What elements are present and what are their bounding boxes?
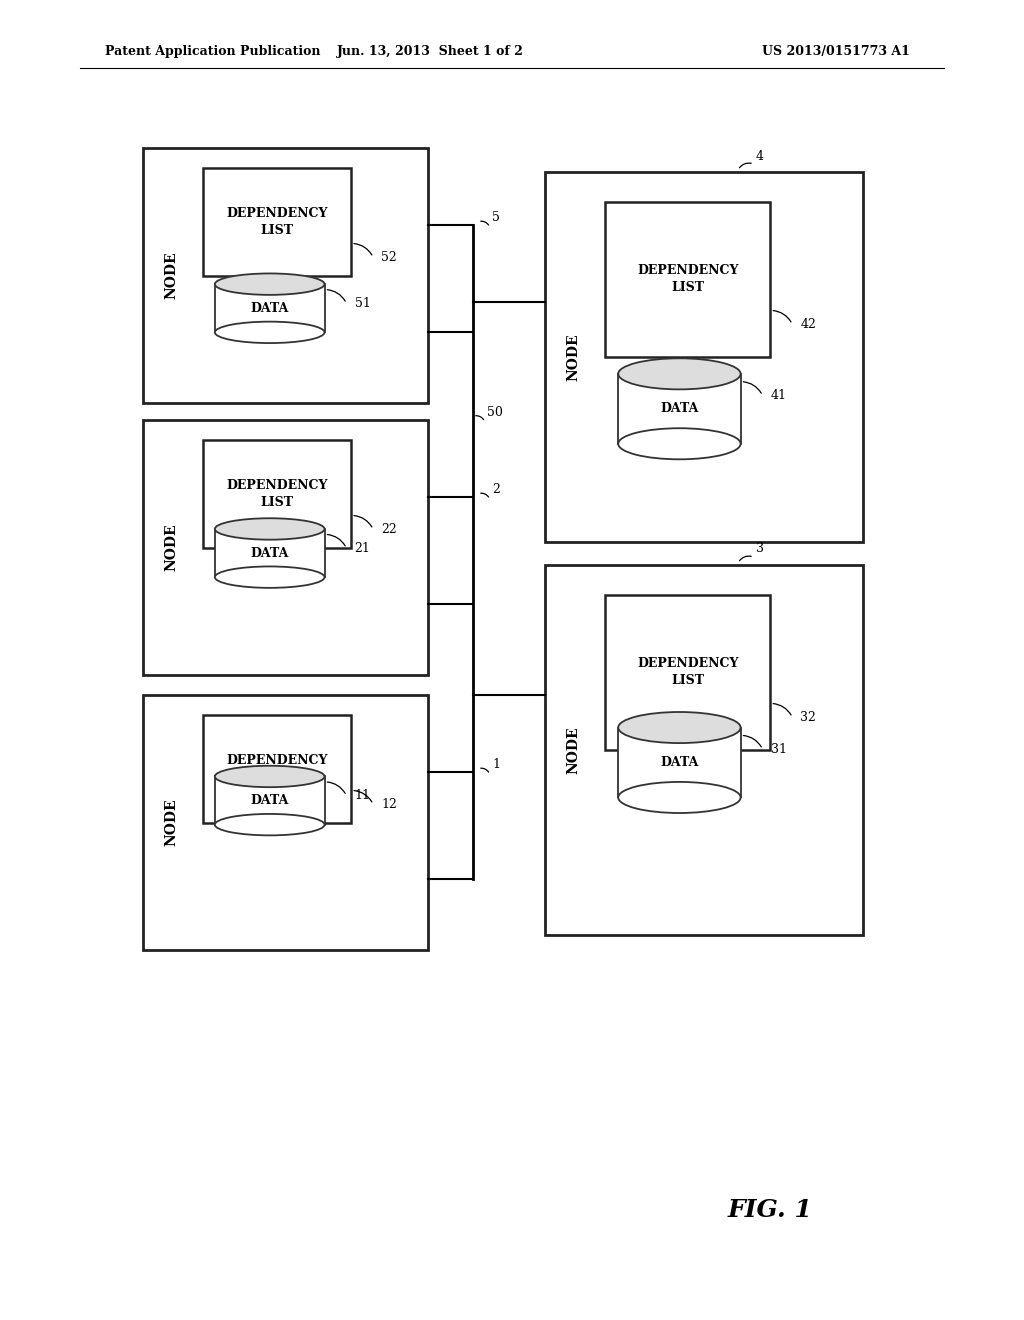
- Text: 4: 4: [756, 149, 764, 162]
- Ellipse shape: [215, 766, 325, 787]
- Text: 32: 32: [801, 711, 816, 723]
- Bar: [203, 715, 351, 822]
- Text: DEPENDENCY
LIST: DEPENDENCY LIST: [226, 479, 328, 510]
- Bar: [545, 565, 863, 935]
- Text: DEPENDENCY
LIST: DEPENDENCY LIST: [637, 264, 738, 294]
- Text: 22: 22: [381, 523, 397, 536]
- Text: DEPENDENCY
LIST: DEPENDENCY LIST: [637, 657, 738, 688]
- Text: DATA: DATA: [660, 403, 698, 416]
- Bar: [203, 441, 351, 548]
- Text: 3: 3: [756, 543, 764, 556]
- Bar: [605, 594, 770, 750]
- Text: NODE: NODE: [164, 799, 178, 846]
- Bar: [143, 420, 428, 675]
- Text: 2: 2: [492, 483, 500, 496]
- Text: DEPENDENCY
LIST: DEPENDENCY LIST: [226, 207, 328, 238]
- Text: DATA: DATA: [251, 795, 289, 807]
- Ellipse shape: [618, 358, 740, 389]
- Text: DEPENDENCY
LIST: DEPENDENCY LIST: [226, 754, 328, 784]
- Text: DATA: DATA: [251, 546, 289, 560]
- Text: 21: 21: [354, 541, 371, 554]
- Text: NODE: NODE: [164, 252, 178, 300]
- Ellipse shape: [618, 428, 740, 459]
- Bar: [203, 169, 351, 276]
- Text: DATA: DATA: [251, 302, 289, 314]
- Bar: [143, 696, 428, 950]
- Text: Jun. 13, 2013  Sheet 1 of 2: Jun. 13, 2013 Sheet 1 of 2: [337, 45, 523, 58]
- Bar: [143, 148, 428, 403]
- Text: 51: 51: [354, 297, 371, 310]
- Text: DATA: DATA: [660, 756, 698, 770]
- Text: 1: 1: [492, 758, 500, 771]
- Text: 52: 52: [381, 251, 397, 264]
- Text: 12: 12: [381, 797, 397, 810]
- Ellipse shape: [618, 711, 740, 743]
- Ellipse shape: [215, 322, 325, 343]
- Text: 11: 11: [354, 789, 371, 803]
- Ellipse shape: [215, 519, 325, 540]
- Bar: [618, 374, 740, 444]
- Ellipse shape: [215, 273, 325, 294]
- Text: NODE: NODE: [566, 333, 580, 380]
- Text: FIG. 1: FIG. 1: [728, 1199, 812, 1222]
- Bar: [618, 727, 740, 797]
- Ellipse shape: [215, 566, 325, 587]
- Text: 31: 31: [771, 743, 786, 756]
- Bar: [545, 172, 863, 543]
- Text: 42: 42: [801, 318, 816, 331]
- Text: NODE: NODE: [566, 726, 580, 774]
- Bar: [215, 529, 325, 577]
- Text: Patent Application Publication: Patent Application Publication: [105, 45, 321, 58]
- Ellipse shape: [618, 781, 740, 813]
- Text: 5: 5: [492, 211, 500, 224]
- Text: 41: 41: [771, 389, 786, 403]
- Text: 50: 50: [487, 405, 503, 418]
- Bar: [605, 202, 770, 356]
- Ellipse shape: [215, 814, 325, 836]
- Text: NODE: NODE: [164, 524, 178, 572]
- Bar: [215, 776, 325, 825]
- Text: US 2013/0151773 A1: US 2013/0151773 A1: [762, 45, 910, 58]
- Bar: [215, 284, 325, 333]
